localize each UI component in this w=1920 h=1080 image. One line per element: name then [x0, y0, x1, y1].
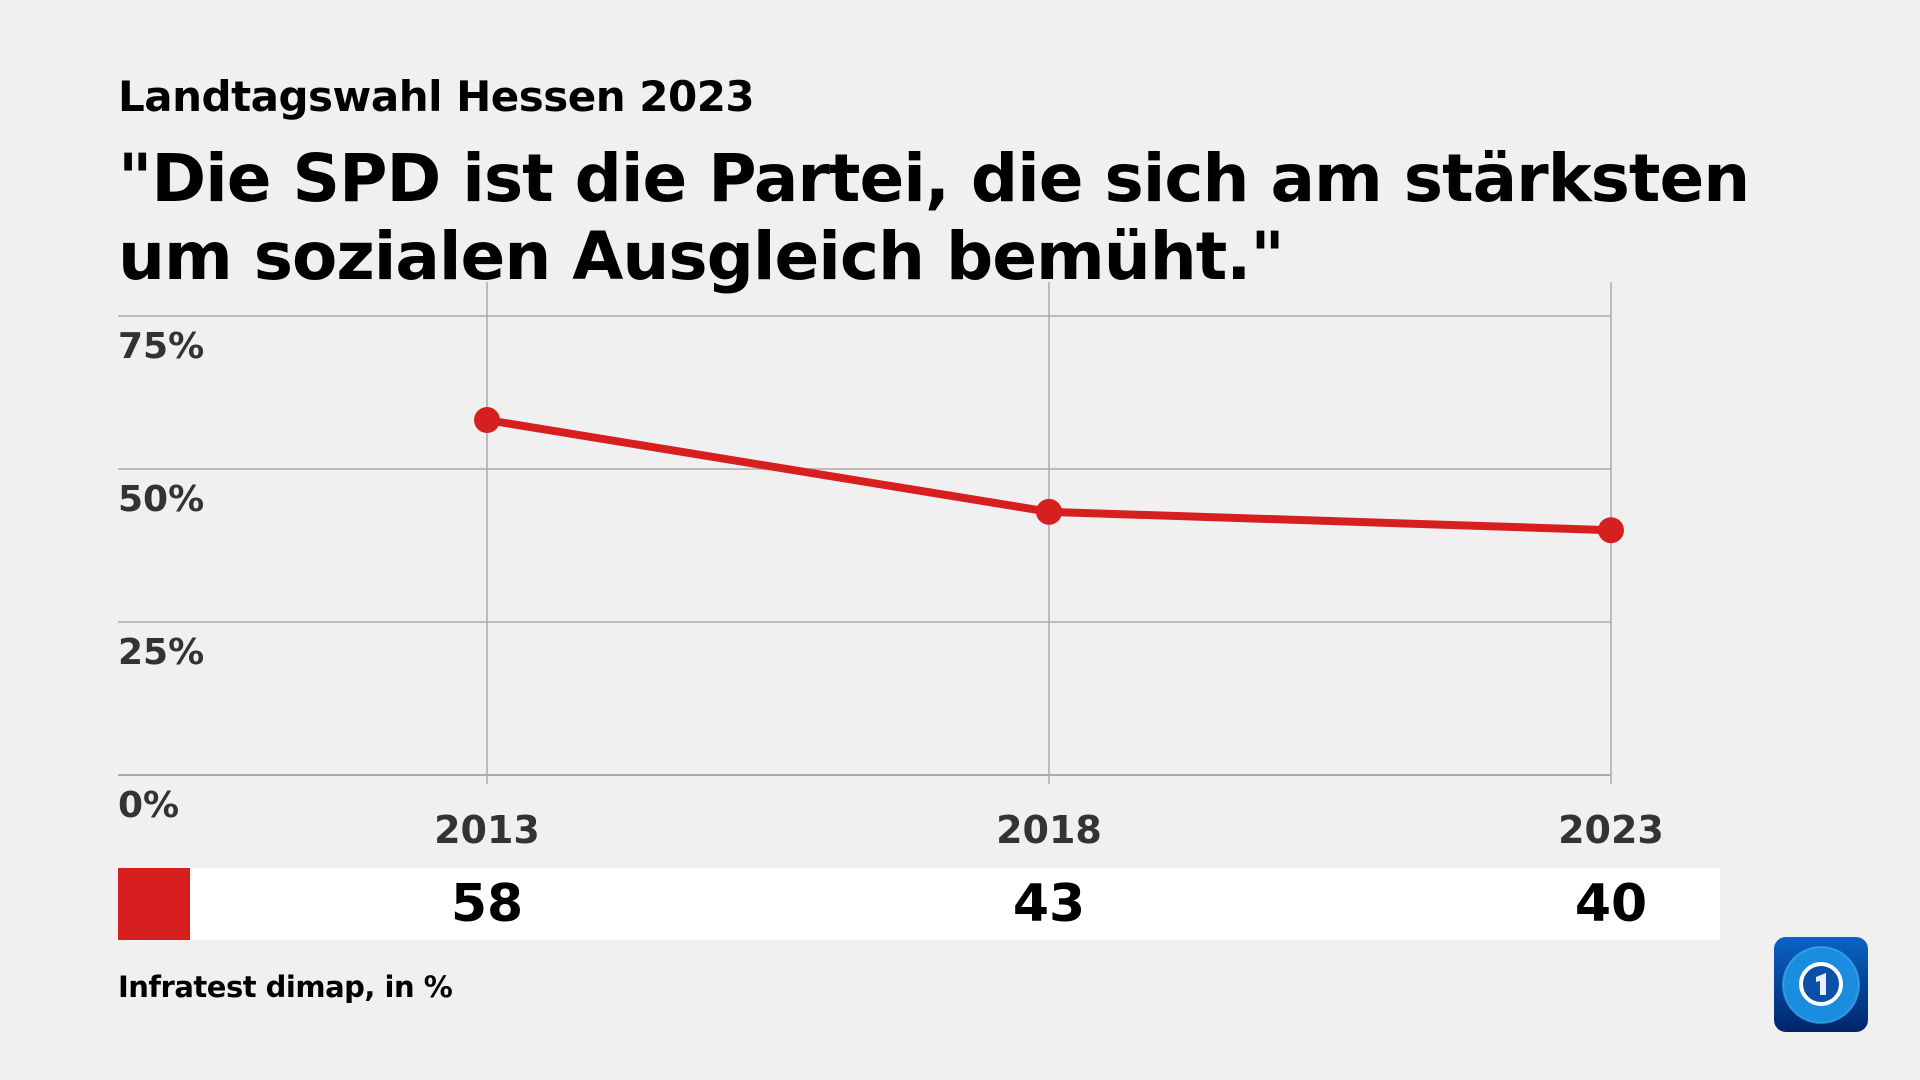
- x-tick-label: 2023: [1558, 808, 1664, 852]
- chart-title: "Die SPD ist die Partei, die sich am stä…: [118, 140, 1750, 295]
- source-note: Infratest dimap, in %: [118, 970, 453, 1004]
- x-tick-label: 2013: [434, 808, 540, 852]
- data-point: [1036, 498, 1062, 525]
- series-swatch: [118, 868, 190, 940]
- data-point: [1598, 517, 1624, 544]
- chart-kicker: Landtagswahl Hessen 2023: [118, 72, 755, 121]
- y-tick-label: 75%: [118, 326, 204, 367]
- value-label: 58: [450, 874, 524, 934]
- data-point: [474, 407, 500, 434]
- y-tick-label: 50%: [118, 479, 204, 520]
- value-row: 58 43 40: [118, 868, 1720, 940]
- value-label: 43: [1012, 874, 1086, 934]
- tagesschau-logo-icon: [1774, 937, 1868, 1032]
- y-tick-label: 25%: [118, 632, 204, 673]
- value-label: 40: [1574, 874, 1648, 934]
- y-tick-label: 0%: [118, 785, 179, 826]
- x-tick-label: 2018: [996, 808, 1102, 852]
